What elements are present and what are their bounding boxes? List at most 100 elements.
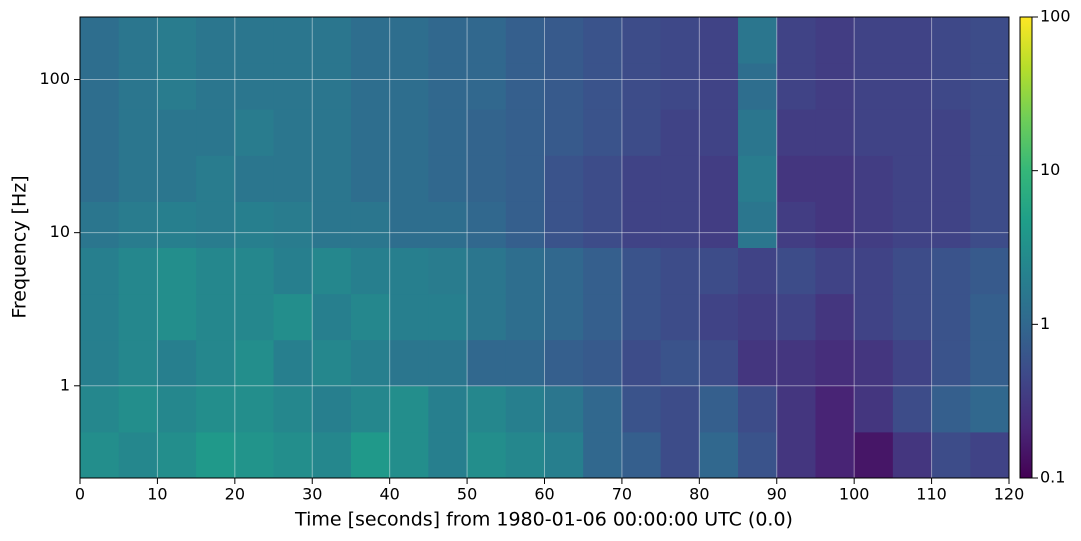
cell [80,109,120,156]
cell [970,201,1010,248]
cell [699,17,739,64]
cell [854,201,894,248]
cell [931,431,971,479]
cell [350,63,391,110]
cell [854,293,894,341]
cell [428,155,468,202]
cell [428,201,468,248]
cell [815,155,855,202]
cell [273,247,313,295]
cell [157,17,197,64]
cell [892,63,933,110]
cell [350,17,391,64]
cell [738,339,778,387]
colorbar-tick-label: 10 [1040,160,1060,179]
cell [196,431,236,479]
cell [583,201,623,248]
cell [583,63,623,110]
cell [815,339,855,387]
cell [312,63,352,110]
cell [815,17,855,64]
cell [118,293,158,341]
cell [970,63,1010,110]
cell [118,385,158,433]
cell [583,293,623,341]
cell [234,63,275,110]
cell [350,385,391,433]
cell [157,63,197,110]
x-tick-label: 60 [534,485,554,504]
cell [931,339,971,387]
cell [854,63,894,110]
cell [621,63,662,110]
x-tick-label: 120 [994,485,1025,504]
cell [776,17,816,64]
cell [80,431,120,479]
heatmap [80,17,1010,479]
y-axis-label: Frequency [Hz] [9,175,31,318]
cell [467,431,507,479]
cell [467,155,507,202]
cell [738,155,778,202]
cell [970,155,1010,202]
cell [621,339,662,387]
cell [583,247,623,295]
cell [312,385,352,433]
cell [157,109,197,156]
colorbar-tick-label: 100 [1040,7,1071,26]
y-tick-label: 10 [50,222,70,241]
cell [854,431,894,479]
cell [312,293,352,341]
cell [738,201,778,248]
cell [273,385,313,433]
cell [80,17,120,64]
cell [467,247,507,295]
cell [350,431,391,479]
cell [544,201,584,248]
cell [621,201,662,248]
cell [234,431,275,479]
cell [892,339,933,387]
cell [815,109,855,156]
cell [854,17,894,64]
cell [505,431,545,479]
cell [970,385,1010,433]
cell [350,247,391,295]
cell [660,17,700,64]
cell [776,63,816,110]
cell [157,293,197,341]
cell [428,293,468,341]
cell [776,155,816,202]
cell [467,63,507,110]
cell [892,155,933,202]
cell [428,431,468,479]
cell [428,109,468,156]
cell [505,339,545,387]
cell [467,339,507,387]
cell [892,201,933,248]
cell [738,431,778,479]
cell [738,17,778,64]
cell [970,431,1010,479]
cell [970,293,1010,341]
cell [80,155,120,202]
cell [699,247,739,295]
cell [583,431,623,479]
cell [699,109,739,156]
cell [776,339,816,387]
cell [660,293,700,341]
cell [970,247,1010,295]
cell [273,201,313,248]
x-axis-label: Time [seconds] from 1980-01-06 00:00:00 … [294,509,793,531]
cell [970,339,1010,387]
x-tick-label: 90 [767,485,787,504]
cell [776,431,816,479]
cell [196,109,236,156]
cell [157,247,197,295]
cell [892,385,933,433]
x-tick-label: 40 [379,485,399,504]
cell [389,17,429,64]
cell [931,385,971,433]
cell [892,431,933,479]
cell [234,17,275,64]
